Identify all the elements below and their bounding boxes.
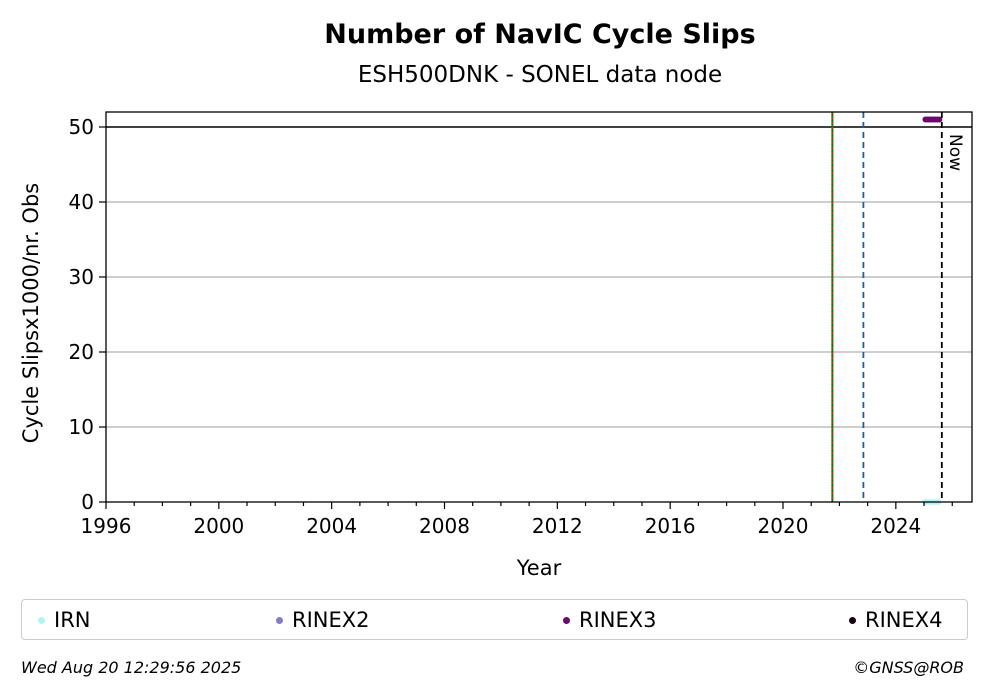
footer-credit: ©GNSS@ROB [853, 658, 964, 677]
x-tick-label-2008: 2008 [419, 514, 470, 538]
legend-marker-rinex4 [849, 616, 856, 624]
x-tick-label-2000: 2000 [193, 514, 244, 538]
legend-marker-rinex2 [276, 616, 283, 624]
point-rinex3-7 [936, 116, 943, 123]
chart-subtitle: ESH500DNK - SONEL data node [358, 62, 722, 88]
x-tick-label-1996: 1996 [81, 514, 132, 538]
legend-label-rinex4: RINEX4 [865, 608, 943, 632]
x-axis-label: Year [516, 556, 562, 580]
legend-marker-irn [38, 616, 45, 624]
y-axis-label: Cycle Slipsx1000/nr. Obs [19, 183, 43, 443]
reference-lines: Now [831, 112, 965, 502]
y-tick-label-50: 50 [69, 115, 94, 139]
x-tick-label-2016: 2016 [645, 514, 696, 538]
legend: IRN RINEX2 RINEX3 RINEX4 [21, 599, 968, 640]
x-axis: 1996 2000 2004 2008 2012 2016 2020 2024 [81, 502, 953, 538]
legend-item-rinex4: RINEX4 [849, 608, 943, 632]
legend-item-irn: IRN [38, 608, 91, 632]
y-axis: 0 10 20 30 40 50 [69, 115, 106, 514]
cycle-slips-chart: Number of NavIC Cycle Slips ESH500DNK - … [19, 19, 973, 580]
now-label: Now [945, 134, 965, 171]
chart-title: Number of NavIC Cycle Slips [324, 19, 755, 50]
footer-timestamp: Wed Aug 20 12:29:56 2025 [21, 658, 242, 677]
y-tick-label-40: 40 [69, 190, 94, 214]
x-tick-label-2020: 2020 [758, 514, 809, 538]
x-tick-label-2004: 2004 [306, 514, 357, 538]
plot-frame [105, 111, 973, 503]
y-tick-label-30: 30 [69, 265, 94, 289]
legend-label-rinex2: RINEX2 [292, 608, 370, 632]
legend-item-rinex3: RINEX3 [563, 608, 657, 632]
x-tick-label-2012: 2012 [532, 514, 583, 538]
legend-label-irn: IRN [54, 608, 91, 632]
y-tick-label-20: 20 [69, 340, 94, 364]
x-tick-label-2024: 2024 [870, 514, 921, 538]
y-tick-label-0: 0 [81, 490, 94, 514]
legend-marker-rinex3 [563, 616, 570, 624]
y-tick-label-10: 10 [69, 415, 94, 439]
grid-lines [106, 126, 972, 428]
legend-item-rinex2: RINEX2 [276, 608, 370, 632]
legend-label-rinex3: RINEX3 [579, 608, 657, 632]
data-points [922, 116, 943, 505]
